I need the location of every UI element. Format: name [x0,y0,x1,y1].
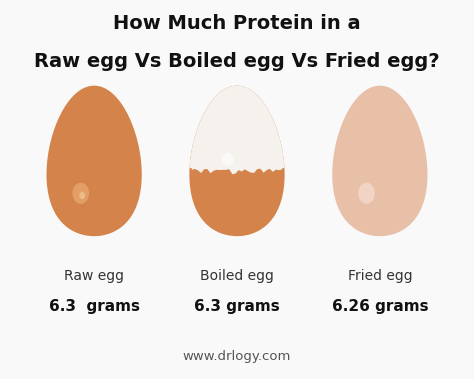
Text: Boiled egg: Boiled egg [200,269,274,283]
Text: 6.3 grams: 6.3 grams [194,299,280,314]
Text: Raw egg Vs Boiled egg Vs Fried egg?: Raw egg Vs Boiled egg Vs Fried egg? [34,52,440,71]
Text: 6.3  grams: 6.3 grams [49,299,140,314]
Text: How Much Protein in a: How Much Protein in a [113,14,361,33]
Ellipse shape [73,183,89,204]
Polygon shape [332,86,428,236]
Ellipse shape [358,183,375,204]
Polygon shape [192,164,282,174]
Text: www.drlogy.com: www.drlogy.com [183,351,291,363]
Ellipse shape [79,192,85,199]
Polygon shape [46,86,142,236]
Polygon shape [190,86,284,168]
Polygon shape [190,86,284,236]
Text: 6.26 grams: 6.26 grams [331,299,428,314]
Text: Raw egg: Raw egg [64,269,124,283]
Text: Fried egg: Fried egg [347,269,412,283]
Ellipse shape [221,153,233,166]
